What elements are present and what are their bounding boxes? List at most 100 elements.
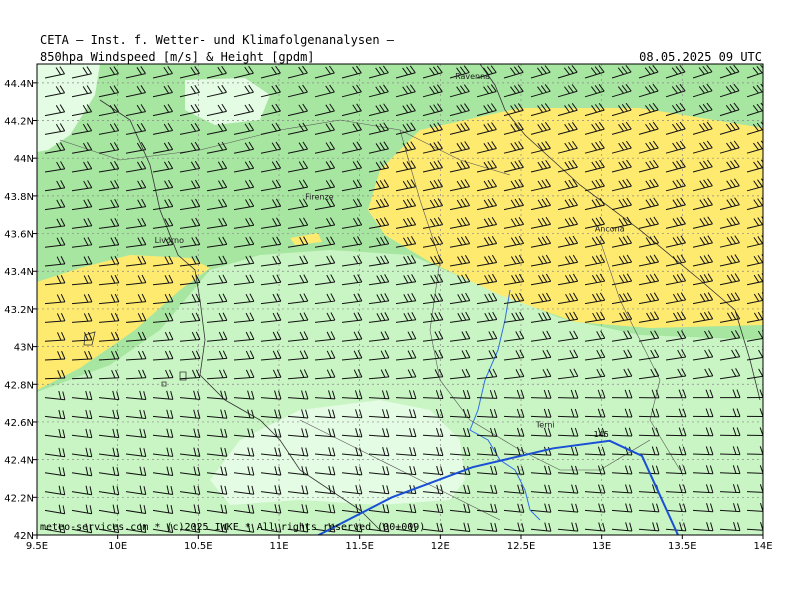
wind-barb [125, 142, 147, 154]
wind-barb [98, 85, 119, 98]
wind-barb [314, 390, 336, 400]
wind-barb [44, 428, 66, 439]
wind-barb [179, 236, 201, 248]
wind-barb [179, 428, 201, 438]
wind-speed-area-lightest-north [37, 64, 100, 152]
map-frame [36, 63, 764, 536]
wind-barb [746, 159, 763, 173]
wind-barb [206, 428, 228, 438]
wind-barb [233, 103, 254, 117]
wind-barb [287, 390, 309, 400]
wind-barb [611, 389, 633, 399]
wind-barb [692, 235, 713, 248]
wind-barb [125, 447, 147, 458]
wind-barb [125, 255, 147, 267]
wind-barb [233, 331, 255, 342]
wind-barb [395, 330, 417, 342]
wind-barb [638, 159, 659, 173]
wind-barb [530, 349, 552, 361]
lon-tick-label: 11.5E [345, 541, 374, 552]
wind-barb [638, 102, 659, 117]
wind-barb [368, 465, 390, 476]
wind-barb [665, 121, 686, 135]
wind-barb [233, 65, 254, 79]
wind-barb [719, 465, 741, 475]
wind-barb [71, 104, 93, 117]
wind-barb [530, 503, 552, 513]
wind-barb [152, 85, 173, 98]
wind-barb [611, 349, 633, 361]
wind-barb [44, 180, 66, 192]
wind-barb [665, 389, 687, 399]
wind-barb [179, 312, 201, 323]
wind-barb [557, 159, 578, 173]
wind-barb [584, 330, 606, 342]
wind-barb [476, 503, 498, 513]
wind-barbs [44, 64, 763, 551]
wind-barb [692, 273, 714, 286]
wind-barb [71, 218, 93, 229]
wind-barb [368, 428, 390, 438]
wind-barb [152, 390, 174, 400]
wind-barb [287, 312, 309, 323]
wind-barb [477, 542, 497, 551]
wind-barb [557, 273, 579, 286]
wind-barb [449, 217, 471, 229]
wind-barb [314, 466, 336, 476]
wind-barb [422, 427, 444, 438]
wind-barb [44, 275, 66, 286]
wind-barb [719, 121, 740, 135]
wind-barb [584, 121, 605, 135]
wind-barb [638, 216, 659, 229]
wind-barb [368, 122, 389, 135]
wind-barb [530, 465, 552, 475]
wind-barb [611, 522, 633, 532]
wind-barb [503, 235, 525, 248]
wind-barb [287, 236, 309, 248]
wind-barb [44, 256, 66, 267]
wind-barb [557, 84, 578, 98]
wind-barb [719, 427, 741, 437]
wind-barb [314, 331, 336, 342]
wind-barb [692, 64, 713, 79]
wind-barb [557, 254, 579, 267]
wind-barb [314, 293, 336, 305]
wind-barb [152, 236, 174, 248]
wind-barb [71, 312, 93, 323]
wind-barb [638, 121, 659, 135]
wind-barb [314, 350, 336, 361]
wind-barb [503, 311, 525, 323]
lon-tick-label: 9.5E [26, 541, 48, 552]
wind-barb [287, 447, 309, 457]
wind-barb [233, 485, 255, 495]
wind-barb [476, 349, 498, 361]
wind-barb [557, 103, 578, 117]
wind-barb [341, 103, 362, 117]
wind-barb [125, 485, 147, 496]
wind-barb [341, 484, 363, 495]
wind-barb [71, 255, 93, 267]
wind-barb [260, 409, 282, 419]
wind-barb [449, 503, 471, 514]
wind-barb [557, 408, 579, 418]
wind-barb [368, 522, 390, 533]
wind-barb [206, 390, 228, 400]
wind-barb [125, 198, 147, 211]
lat-tick-label: 43N [14, 343, 34, 354]
wind-barb [476, 198, 497, 211]
wind-barb [638, 522, 660, 532]
wind-barb [557, 216, 578, 229]
wind-barb [260, 160, 282, 173]
wind-barb [341, 160, 363, 173]
wind-barb [152, 217, 174, 229]
lat-tick-label: 42N [14, 531, 34, 542]
wind-barb [288, 542, 308, 551]
wind-barb [341, 65, 362, 79]
wind-barb [530, 235, 552, 248]
wind-barb [314, 312, 336, 323]
wind-barb [260, 122, 281, 135]
wind-barb [557, 503, 579, 513]
wind-barb [692, 159, 713, 173]
wind-barb [233, 447, 255, 457]
wind-barb [395, 179, 417, 192]
